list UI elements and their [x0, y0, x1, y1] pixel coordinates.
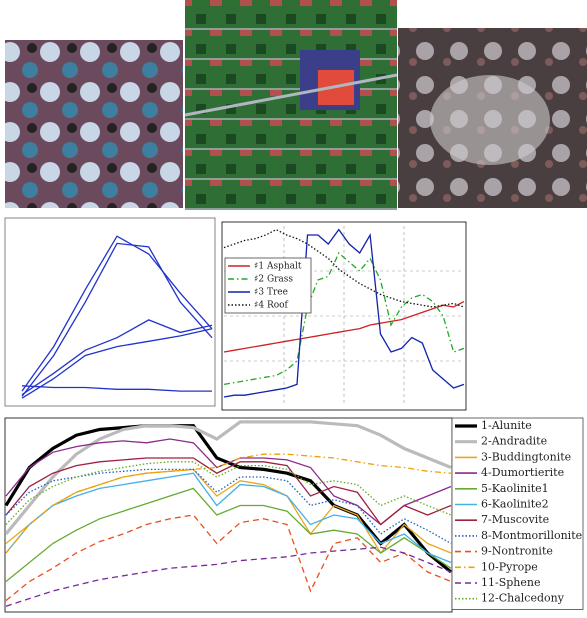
figure: ♯1 Asphalt ♯2 Grass ♯3 Tree ♯4 Roof 1-Alunit…	[0, 0, 587, 618]
legend-label: 4-Dumortierite	[481, 466, 564, 479]
data-line	[22, 320, 212, 395]
legend-label: 2-Andradite	[481, 435, 547, 448]
legend-label: 12-Chalcedony	[481, 592, 565, 605]
legend-label: ♯1 Asphalt	[254, 262, 302, 272]
legend-label: 3-Buddingtonite	[481, 450, 571, 463]
legend-label: 9-Nontronite	[481, 545, 553, 558]
legend-label: ♯4 Roof	[254, 301, 289, 311]
legend-label: 6-Kaolinite2	[481, 498, 549, 511]
data-line	[22, 386, 212, 391]
legend-label: 7-Muscovite	[481, 513, 549, 526]
legend-label: 5-Kaolinite1	[481, 482, 549, 495]
legend-label: ♯2 Grass	[254, 275, 293, 285]
image-1	[5, 40, 183, 208]
legend-label: 1-Alunite	[481, 419, 532, 432]
image-2	[185, 0, 397, 210]
legend-label: 11-Sphene	[481, 576, 540, 589]
data-line	[22, 236, 212, 391]
data-line	[22, 243, 212, 396]
image-3	[398, 28, 587, 208]
legend-label: 8-Montmorillonite	[481, 529, 582, 542]
legend-label: 10-Pyrope	[481, 560, 538, 573]
legend-label: ♯3 Tree	[254, 288, 288, 298]
page: {"chart_data":[ {"type":"line","ylim":[0…	[0, 0, 587, 618]
